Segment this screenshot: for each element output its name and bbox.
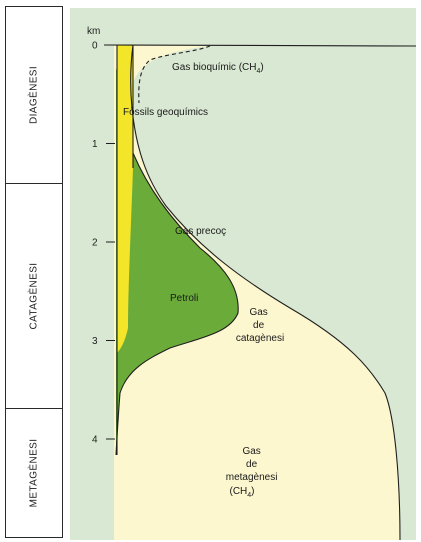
oil-label: Petroli (170, 293, 198, 304)
biogenic-gas-label: Gas bioquímic (CH4) (172, 62, 264, 75)
depth-tick-label-1: 1 (92, 139, 98, 150)
surface-line (103, 44, 416, 47)
fossils-label: Fòssils geoquímics (123, 107, 208, 118)
catagenesis-gas-label: Gas de catagènesi (236, 307, 284, 344)
fossils-region (117, 45, 133, 353)
gas-region (114, 45, 400, 540)
stage-diagenesi: DIAGÈNESI (5, 6, 63, 184)
stage-metagenesi: METAGÈNESI (5, 408, 63, 538)
depth-axis-unit: km (87, 26, 100, 37)
depth-tick-label-3: 3 (92, 336, 98, 347)
biogenic-gas-dashed-line (138, 45, 211, 104)
depth-tick-label-0: 0 (92, 41, 98, 52)
stage-label-catagenesi: CATAGÈNESI (28, 262, 40, 330)
early-gas-label: Gas precoç (175, 226, 226, 237)
metagenesis-gas-label: Gas de metagènesi (CH4) (226, 446, 280, 499)
gas-boundary-line (130, 44, 401, 540)
depth-ticks: 0 1 2 3 4 (92, 41, 115, 446)
oil-region (116, 68, 239, 455)
stage-catagenesi: CATAGÈNESI (5, 183, 63, 409)
depth-tick-label-2: 2 (92, 238, 98, 249)
stage-label-diagenesi: DIAGÈNESI (28, 65, 40, 125)
stage-label-metagenesi: METAGÈNESI (28, 438, 40, 508)
hydrocarbon-generation-diagram: 0 1 2 3 4 km Gas bioquímic (CH4) Fòssils geo… (70, 8, 416, 540)
oil-boundary-line (115, 152, 239, 456)
depth-tick-label-4: 4 (92, 435, 98, 446)
